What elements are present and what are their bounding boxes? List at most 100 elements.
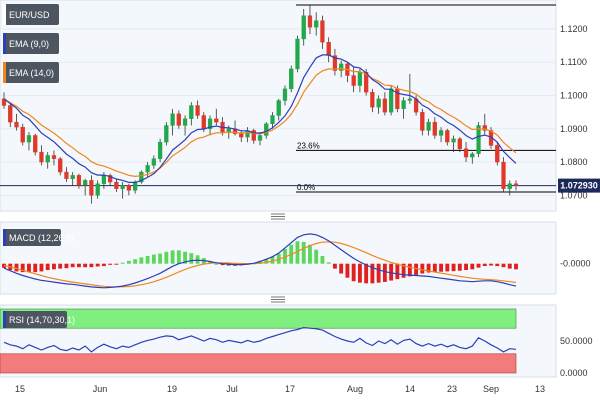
candle	[39, 145, 44, 166]
macd-histogram-bar	[495, 263, 500, 267]
candle	[8, 102, 13, 128]
price-y-tick: 1.0800	[560, 157, 588, 167]
fib-level-label: 0.0%	[297, 183, 315, 192]
candle	[301, 8, 306, 46]
candle-body	[195, 105, 200, 116]
price-y-tick: 1.0700	[560, 190, 588, 200]
fib-level-label: 23.6%	[297, 141, 320, 150]
macd-histogram-bar	[220, 263, 225, 266]
candle	[282, 85, 288, 106]
candle	[270, 112, 275, 129]
macd-panel: -0.0000 MACD (12,26,9)	[0, 221, 591, 295]
candle-body	[14, 121, 19, 128]
macd-histogram-bar	[432, 263, 437, 273]
candle-body	[401, 100, 406, 110]
candle	[214, 108, 219, 126]
candle	[507, 180, 512, 196]
macd-histogram-bar	[401, 263, 406, 278]
candle-body	[289, 68, 294, 90]
candle	[463, 142, 469, 163]
candle	[264, 122, 269, 139]
candle-body	[276, 100, 281, 116]
candle-body	[139, 171, 144, 183]
x-axis: 15 Jun 19 Jul 17 Aug 14 23 Sep 13	[15, 384, 545, 394]
macd-histogram-bar	[270, 256, 275, 264]
price-panel: 1.1200 1.1100 1.1000 1.0900 1.0800 1.0700 23.…	[0, 0, 600, 212]
candle-body	[176, 113, 181, 126]
candle-body	[8, 105, 13, 123]
candle-body	[101, 175, 107, 184]
candle-body	[83, 180, 88, 186]
legend-label: EMA (14,0)	[9, 68, 54, 78]
x-tick-label: 13	[535, 384, 545, 394]
candle	[382, 92, 388, 116]
macd-histogram-bar	[457, 263, 462, 271]
candle	[126, 183, 132, 196]
panel-resize-handle[interactable]	[271, 296, 285, 303]
price-y-tick: 1.1100	[560, 57, 587, 67]
rsi-legend-swatch	[3, 311, 6, 328]
macd-histogram-bar	[170, 250, 175, 264]
candle-body	[445, 130, 450, 143]
macd-histogram-bar	[389, 263, 394, 281]
candle-body	[120, 185, 125, 189]
candle	[307, 5, 313, 34]
candle-body	[482, 125, 487, 131]
x-tick-label: 19	[167, 384, 177, 394]
legend-badge-box	[3, 62, 59, 83]
rsi-oversold-zone	[0, 353, 517, 374]
candle-body	[170, 113, 175, 126]
candle-body	[463, 148, 469, 158]
macd-histogram-bar	[332, 263, 337, 269]
candle	[457, 137, 462, 153]
macd-histogram-bar	[145, 255, 150, 264]
legend-badge[interactable]: EMA (14,0)	[3, 62, 59, 83]
macd-histogram-bar	[214, 263, 219, 265]
price-y-tick: 1.0900	[560, 124, 588, 134]
rsi-y-tick: 50.0000	[560, 336, 593, 346]
macd-line	[3, 233, 517, 289]
price-y-axis: 1.1200 1.1100 1.1000 1.0900 1.0800 1.0700	[560, 24, 588, 200]
macd-histogram-bar	[89, 263, 94, 268]
macd-histogram-bar	[95, 263, 100, 267]
candle	[157, 138, 163, 163]
candle-body	[270, 115, 275, 125]
x-tick-label: Aug	[347, 384, 363, 394]
macd-histogram-bar	[439, 263, 444, 272]
macd-histogram-bar	[489, 263, 493, 266]
macd-histogram-bar	[39, 263, 44, 272]
legend-badge[interactable]: EMA (9,0)	[3, 33, 59, 54]
panel-resize-handle[interactable]	[271, 213, 285, 220]
price-legend: EUR/USD EMA (9,0) EMA (14,0)	[3, 4, 59, 83]
macd-histogram-bar	[295, 241, 300, 264]
macd-histogram-bar	[445, 263, 450, 272]
candle-body	[513, 183, 519, 186]
macd-histogram-bar	[414, 263, 419, 275]
candle-body	[432, 121, 437, 136]
candle	[326, 37, 331, 63]
candle-body	[114, 181, 119, 189]
candle	[83, 178, 88, 196]
macd-legend-badge[interactable]: MACD (12,26,9)	[3, 229, 74, 246]
macd-histogram-bar	[14, 263, 19, 272]
macd-histogram-bar	[407, 263, 412, 277]
candle-body	[326, 42, 331, 56]
macd-histogram-bar	[151, 254, 156, 264]
macd-histogram-bar	[283, 248, 287, 264]
candle	[501, 157, 506, 193]
legend-badge[interactable]: EUR/USD	[3, 4, 59, 25]
candle-body	[495, 145, 500, 163]
candle	[370, 88, 375, 113]
macd-histogram-bar	[64, 263, 69, 269]
macd-histogram-bar	[482, 263, 487, 267]
candle-body	[420, 111, 425, 131]
candle-body	[20, 126, 25, 143]
macd-histogram-bar	[376, 263, 381, 283]
rsi-legend-badge[interactable]: RSI (14,70,30,1)	[3, 311, 75, 328]
price-y-tick: 1.1200	[560, 24, 588, 34]
macd-histogram-bar	[308, 244, 312, 264]
x-tick-label: Jun	[93, 384, 108, 394]
macd-histogram-bar	[45, 263, 50, 271]
last-price-label: 1.072930	[560, 181, 598, 191]
